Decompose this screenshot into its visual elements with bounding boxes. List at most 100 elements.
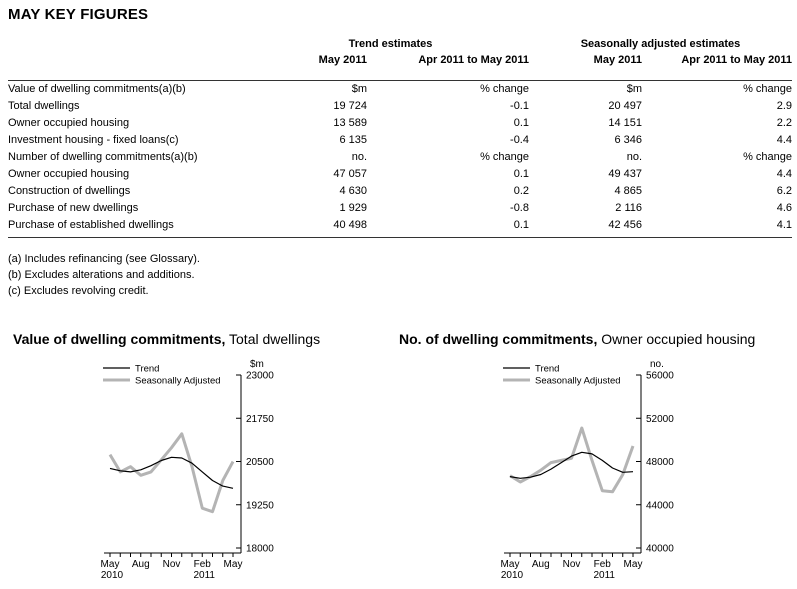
row-value: -0.1 bbox=[510, 100, 529, 112]
row-value: 4 865 bbox=[614, 185, 642, 197]
y-axis-tick-label: 20500 bbox=[246, 457, 274, 468]
row-value: 13 589 bbox=[333, 117, 367, 129]
table-row: Total dwellings 19 724 -0.1 20 497 2.9 bbox=[8, 98, 792, 115]
row-value: % change bbox=[743, 83, 792, 95]
row-value: no. bbox=[626, 151, 642, 163]
y-axis-tick-label: 44000 bbox=[646, 500, 674, 511]
group-header-trend: Trend estimates bbox=[348, 38, 433, 50]
value-chart-title-regular: Total dwellings bbox=[229, 331, 321, 347]
row-label: Purchase of established dwellings bbox=[8, 219, 174, 231]
trend-series-line bbox=[109, 456, 234, 489]
row-value: 4.6 bbox=[776, 202, 792, 214]
x-axis-tick-label: Aug bbox=[132, 559, 150, 570]
y-axis-tick-label: 19250 bbox=[246, 500, 274, 511]
table-rule-bottom bbox=[8, 237, 792, 238]
y-axis-unit-label: $m bbox=[250, 359, 264, 370]
row-value: 4 630 bbox=[339, 185, 367, 197]
table-row: Value of dwelling commitments(a)(b) $m % c… bbox=[8, 81, 792, 98]
row-label: Purchase of new dwellings bbox=[8, 202, 139, 214]
legend-seasonally-adjusted-label: Seasonally Adjusted bbox=[535, 376, 621, 387]
x-axis-tick-label: May bbox=[501, 559, 520, 570]
row-value: 40 498 bbox=[333, 219, 367, 231]
number-chart-title-bold: No. of dwelling commitments, bbox=[399, 331, 598, 347]
row-value: 20 497 bbox=[608, 100, 642, 112]
table-row: Number of dwelling commitments(a)(b) no.%… bbox=[8, 149, 792, 166]
row-value: 0.1 bbox=[513, 168, 529, 180]
x-axis-tick-label: Feb bbox=[594, 559, 612, 570]
row-value: % change bbox=[480, 83, 529, 95]
y-axis-tick-label: 40000 bbox=[646, 544, 674, 555]
row-value: 4.4 bbox=[776, 168, 792, 180]
y-axis-unit-label: no. bbox=[650, 359, 664, 370]
y-axis-tick-label: 56000 bbox=[646, 371, 674, 382]
row-value: $m bbox=[351, 83, 367, 95]
row-value: 6.2 bbox=[776, 185, 792, 197]
y-axis-tick-label: 21750 bbox=[246, 414, 274, 425]
row-value: 2 116 bbox=[615, 202, 642, 214]
x-axis-tick-label: May bbox=[101, 559, 120, 570]
row-label: Investment housing - fixed loans(c) bbox=[8, 134, 179, 146]
row-value: $m bbox=[626, 83, 642, 95]
x-axis-tick-label: May bbox=[624, 559, 643, 570]
footnote-b: (b) Excludes alterations and additions. bbox=[8, 269, 195, 281]
x-axis-tick-label: May bbox=[224, 559, 243, 570]
row-label: Total dwellings bbox=[8, 100, 80, 112]
row-value: 2.2 bbox=[776, 117, 792, 129]
column-header-sa-may: May 2011 bbox=[593, 54, 642, 66]
column-header-sa-change: Apr 2011 to May 2011 bbox=[681, 54, 792, 66]
number-chart-title-regular: Owner occupied housing bbox=[601, 331, 756, 347]
row-value: 47 057 bbox=[333, 168, 367, 180]
row-value: 4.1 bbox=[776, 219, 792, 231]
row-value: 1 929 bbox=[339, 202, 367, 214]
x-axis-tick-label: Nov bbox=[563, 559, 581, 570]
row-value: 0.1 bbox=[513, 219, 529, 231]
group-header-seasonally-adjusted: Seasonally adjusted estimates bbox=[580, 38, 741, 50]
number-chart-title: No. of dwelling commitments, Owner occup… bbox=[399, 331, 755, 347]
x-axis-year-label: 2010 bbox=[101, 570, 124, 581]
footnote-c: (c) Excludes revolving credit. bbox=[8, 285, 149, 297]
page-title: MAY KEY FIGURES bbox=[8, 6, 149, 23]
row-value: % change bbox=[743, 151, 792, 163]
y-axis-tick-label: 23000 bbox=[246, 371, 274, 382]
x-axis-tick-label: Aug bbox=[532, 559, 550, 570]
x-axis-year-label: 2010 bbox=[501, 570, 524, 581]
x-axis-tick-label: Nov bbox=[163, 559, 181, 570]
legend-seasonally-adjusted-label: Seasonally Adjusted bbox=[135, 376, 221, 387]
row-value: 42 456 bbox=[608, 219, 642, 231]
row-value: 2.9 bbox=[776, 100, 792, 112]
row-value: 49 437 bbox=[608, 168, 642, 180]
legend-trend-label: Trend bbox=[535, 364, 559, 375]
y-axis-tick-label: 48000 bbox=[646, 457, 674, 468]
value-chart-title: Value of dwelling commitments, Total dwe… bbox=[13, 331, 320, 347]
row-value: no. bbox=[351, 151, 367, 163]
table-row: Owner occupied housing 47 057 0.1 49 437 4.4 bbox=[8, 166, 792, 183]
table-column-header-row: May 2011 Apr 2011 to May 2011 May 2011 A… bbox=[8, 52, 792, 68]
row-value: 0.1 bbox=[513, 117, 529, 129]
row-label: Value of dwelling commitments(a)(b) bbox=[8, 83, 186, 95]
table-row: Investment housing - fixed loans(c) 6 135… bbox=[8, 132, 792, 149]
y-axis-tick-label: 52000 bbox=[646, 414, 674, 425]
row-value: -0.4 bbox=[510, 134, 529, 146]
table-row: Purchase of established dwellings 40 498 0… bbox=[8, 217, 792, 234]
trend-series-line bbox=[509, 451, 634, 479]
x-axis-tick-label: Feb bbox=[194, 559, 212, 570]
table-body: Value of dwelling commitments(a)(b) $m % c… bbox=[8, 81, 792, 234]
row-value: 19 724 bbox=[333, 100, 367, 112]
x-axis-year-label: 2011 bbox=[593, 570, 615, 581]
column-header-trend-change: Apr 2011 to May 2011 bbox=[418, 54, 529, 66]
row-value: 0.2 bbox=[513, 185, 529, 197]
row-value: 6 135 bbox=[339, 134, 367, 146]
seasonally-adjusted-series-line bbox=[108, 432, 235, 514]
table-group-header-row: Trend estimates Seasonally adjusted esti… bbox=[8, 36, 792, 52]
row-value: -0.8 bbox=[510, 202, 529, 214]
row-value: 6 346 bbox=[614, 134, 642, 146]
key-figures-table: Trend estimates Seasonally adjusted esti… bbox=[8, 36, 792, 299]
legend-trend-label: Trend bbox=[135, 364, 159, 375]
row-value: 14 151 bbox=[608, 117, 642, 129]
row-value: % change bbox=[480, 151, 529, 163]
row-label: Owner occupied housing bbox=[8, 117, 130, 129]
table-row: Purchase of new dwellings 1 929 -0.8 2 116 4… bbox=[8, 200, 792, 217]
